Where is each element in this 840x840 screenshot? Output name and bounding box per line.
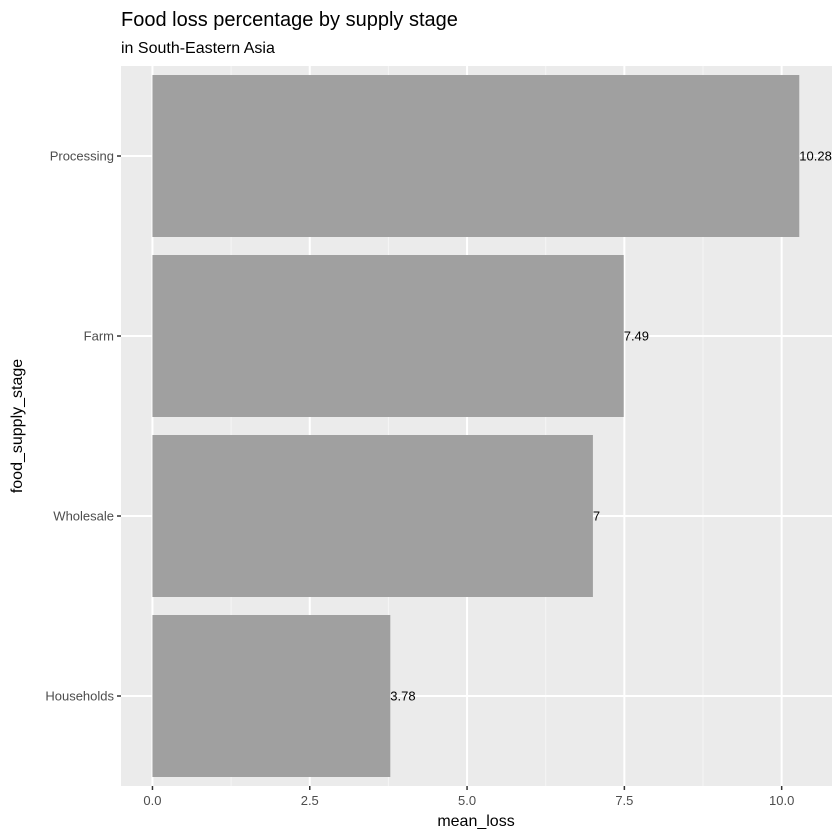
bars bbox=[152, 75, 800, 777]
x-tick-label: 10.0 bbox=[769, 793, 794, 808]
x-tick-label: 7.5 bbox=[615, 793, 633, 808]
data-label: 3.78 bbox=[390, 689, 415, 704]
y-tick-label: Processing bbox=[50, 149, 114, 164]
y-axis: Processing Farm Wholesale Households bbox=[45, 149, 121, 704]
y-axis-title: food_supply_stage bbox=[9, 359, 26, 493]
bar bbox=[152, 435, 593, 597]
data-labels: 10.28 7.49 7 3.78 bbox=[390, 149, 832, 704]
chart-subtitle: in South-Eastern Asia bbox=[121, 40, 275, 57]
x-tick-label: 5.0 bbox=[458, 793, 476, 808]
x-axis-title: mean_loss bbox=[437, 813, 514, 830]
bar bbox=[152, 75, 800, 237]
data-label: 7.49 bbox=[624, 329, 649, 344]
x-axis: 0.0 2.5 5.0 7.5 10.0 bbox=[143, 786, 794, 808]
data-label: 10.28 bbox=[799, 149, 832, 164]
bar bbox=[152, 255, 624, 417]
y-tick-label: Wholesale bbox=[53, 509, 114, 524]
x-tick-label: 0.0 bbox=[143, 793, 161, 808]
y-tick-label: Households bbox=[45, 689, 114, 704]
data-label: 7 bbox=[593, 509, 600, 524]
x-tick-label: 2.5 bbox=[301, 793, 319, 808]
chart-title: Food loss percentage by supply stage bbox=[121, 9, 458, 31]
bar bbox=[152, 615, 391, 777]
y-tick-label: Farm bbox=[84, 329, 114, 344]
